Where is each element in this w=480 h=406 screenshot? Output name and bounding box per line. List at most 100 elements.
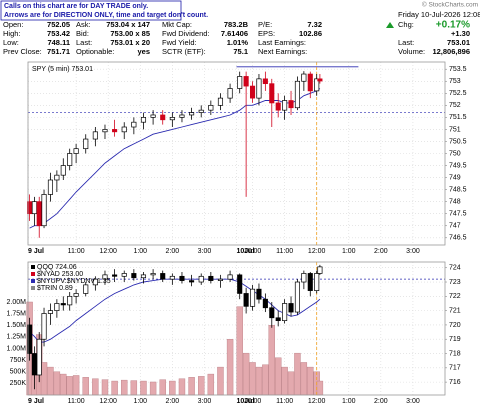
change-label: Chg: [398,20,414,29]
panel: 716 717 718 719 720 721 722 723 724 9 Jul 11:00 12:… [7,261,461,405]
quote-value: 748.11 [47,38,70,47]
candle-body [179,275,185,281]
volume-tick-label: 1.25M [7,334,27,341]
volume-bar [275,357,282,396]
watermark: © StockCharts.com [422,1,478,9]
quote-value: 753.01 x 20 [110,38,150,47]
volume-bar [217,366,224,396]
legend-swatch [31,279,35,283]
quote-label: Open: [3,20,23,29]
quote-label: Next Earnings: [258,47,307,56]
candle-body [256,288,262,300]
candle-body [67,295,73,306]
candle-body [198,275,204,283]
x-tick-label: 12:00 [308,398,326,405]
candle-body [314,78,320,92]
candle-body [208,104,214,111]
candle-body [92,131,98,140]
candle-body [27,201,33,215]
candle-body [83,284,89,294]
volume-tick-label: 500K [10,369,27,376]
legend-entry: $TRIN 0.89 [37,285,73,292]
volume-bar [287,371,295,396]
quote-label: SCTR (ETF): [162,47,206,56]
panels: 746.5 747 747.5 748 748.5 749 749.5 750 750.5 751… [7,61,467,405]
last-label: Last: [398,38,414,47]
legend-entry: QQQ 724.06 [37,264,77,271]
candle-body [54,174,60,181]
x-tick-label: 12:00 [99,248,117,255]
volume-bar [294,352,301,396]
y-tick-label: 719 [449,336,461,343]
volume-bar [300,362,308,396]
candle-body [27,324,33,354]
y-tick-label: 723 [449,279,461,286]
candle-body [269,83,275,104]
quote-label: Ask: [76,20,91,29]
candle-body [189,280,195,283]
volume-bar [149,381,157,396]
candle-body [307,73,313,92]
candle-body [47,310,54,314]
quote-label: P/E: [258,20,272,29]
candle-body [227,88,233,99]
volume-bar [316,380,324,396]
x-tick-label: 1:00 [133,398,147,405]
candle-body [282,100,288,111]
y-tick-label: 717 [449,365,461,372]
y-tick-label: 748 [449,199,461,206]
legend-swatch [31,272,35,276]
y-tick-label: 718 [449,350,461,357]
candle-body [314,273,320,291]
candle-body [301,73,307,82]
plot-frame [27,61,446,246]
volume-bar [262,364,269,396]
candle-body [60,303,66,306]
candle-body [102,274,108,280]
quote-value: 753.00 x 85 [110,29,150,38]
volume-tick-label: 1.75M [7,310,27,317]
candle-body [256,78,262,99]
x-tick-label: 1:00 [342,248,356,255]
y-tick-label: 749 [449,174,461,181]
x-tick-label: 3:00 [198,248,212,255]
volume-bar [92,378,99,396]
volume-bar [82,377,89,396]
quote-label: EPS: [258,29,275,38]
quote-value: 753.04 x 147 [106,20,150,29]
quote-label: Fwd Dividend: [162,29,210,38]
volume-bar [53,371,61,396]
candle-body [31,201,37,215]
quote-label: Prev Close: [3,47,42,56]
legend-entry: $NYAD 253.00 [37,271,83,278]
candle-body [189,112,195,116]
quote-value: 753.42 [47,29,70,38]
candle-body [217,278,224,281]
x-tick-label: 12:00 [308,248,326,255]
candle-body [92,278,98,286]
y-tick-label: 747.5 [449,211,467,218]
candle-body [60,165,66,176]
candle-body [294,281,300,313]
y-tick-label: 752 [449,102,461,109]
candle-body [83,138,89,150]
candle-body [140,117,147,123]
volume-label: Volume: [398,47,425,56]
candle-body [288,100,294,109]
volume-bar [72,375,80,396]
volume-bar [198,376,205,396]
quote-value: yes [137,47,150,56]
y-tick-label: 750 [449,150,461,157]
x-tick-label: 10:00 [244,248,262,255]
candle-body [249,85,256,99]
candle-body [243,293,249,307]
y-tick-label: 746.5 [449,235,467,242]
volume-bar [111,380,118,396]
x-tick-label: 11:00 [276,248,293,255]
candle-body [67,153,73,166]
up-arrow-icon [386,22,394,28]
change-percent: +0.17% [436,20,470,31]
y-tick-label: 751.5 [449,114,467,121]
volume-tick-label: 250K [10,380,27,387]
